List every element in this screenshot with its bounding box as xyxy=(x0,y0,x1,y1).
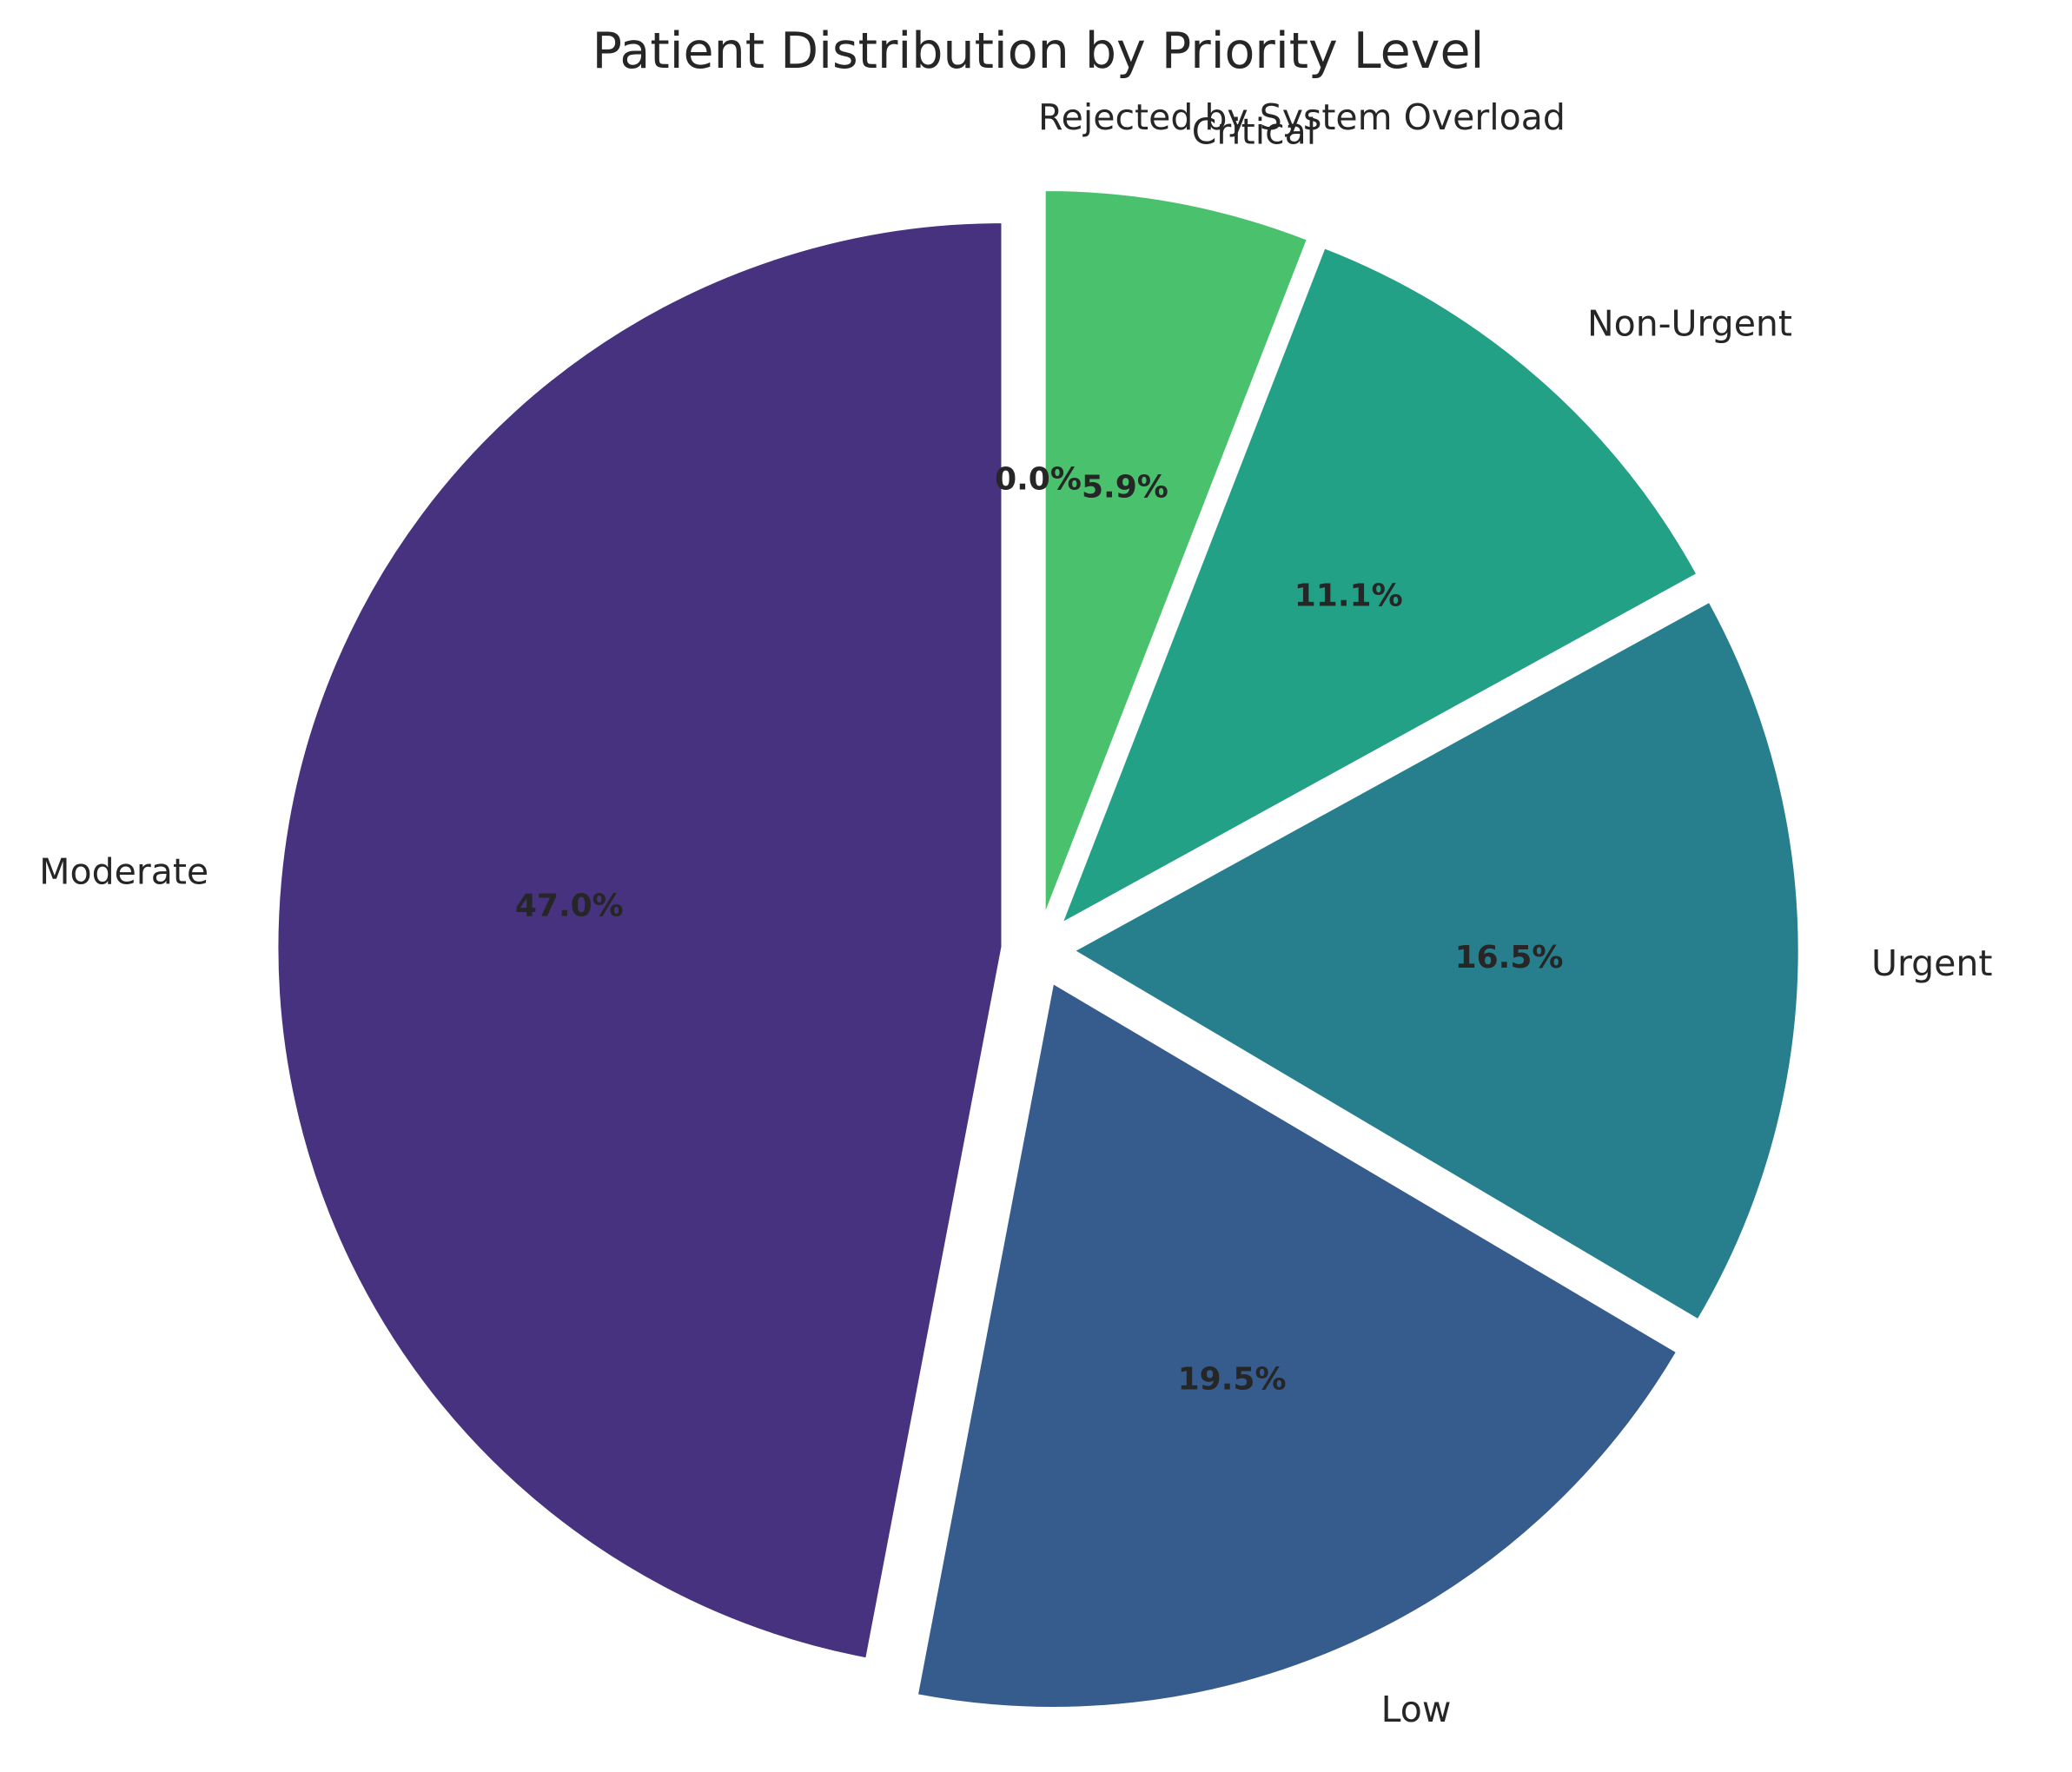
pie-slice-non-urgent xyxy=(1060,246,1698,925)
chart-title: Patient Distribution by Priority Level xyxy=(592,23,1485,80)
pie-slice-moderate xyxy=(276,222,1003,1660)
slice-label-moderate: Moderate xyxy=(39,851,209,893)
slice-percent-critical: 5.9% xyxy=(1082,470,1168,506)
pie-slice-urgent xyxy=(1072,600,1800,1321)
slice-label-urgent: Urgent xyxy=(1871,942,1992,984)
pie-slice-critical xyxy=(1043,189,1309,916)
pie-slices xyxy=(276,189,1800,1709)
slice-percent-non-urgent: 11.1% xyxy=(1294,579,1403,614)
slice-label-critical: Critical xyxy=(1192,110,1316,152)
slice-percent-rejected-by-system-overload: 0.0% xyxy=(995,461,1082,497)
slice-percent-low: 19.5% xyxy=(1178,1362,1287,1398)
percentage-labels: 0.0% 5.9% 11.1% 16.5% 19.5% 47.0% xyxy=(515,461,1564,1397)
pie-slice-low xyxy=(916,982,1678,1709)
slice-label-low: Low xyxy=(1381,1689,1452,1730)
slice-label-rejected-by-system-overload: Rejected by System Overload xyxy=(1038,96,1566,138)
slice-label-non-urgent: Non-Urgent xyxy=(1587,303,1792,345)
slice-percent-urgent: 16.5% xyxy=(1455,940,1564,975)
slice-percent-moderate: 47.0% xyxy=(515,888,624,923)
